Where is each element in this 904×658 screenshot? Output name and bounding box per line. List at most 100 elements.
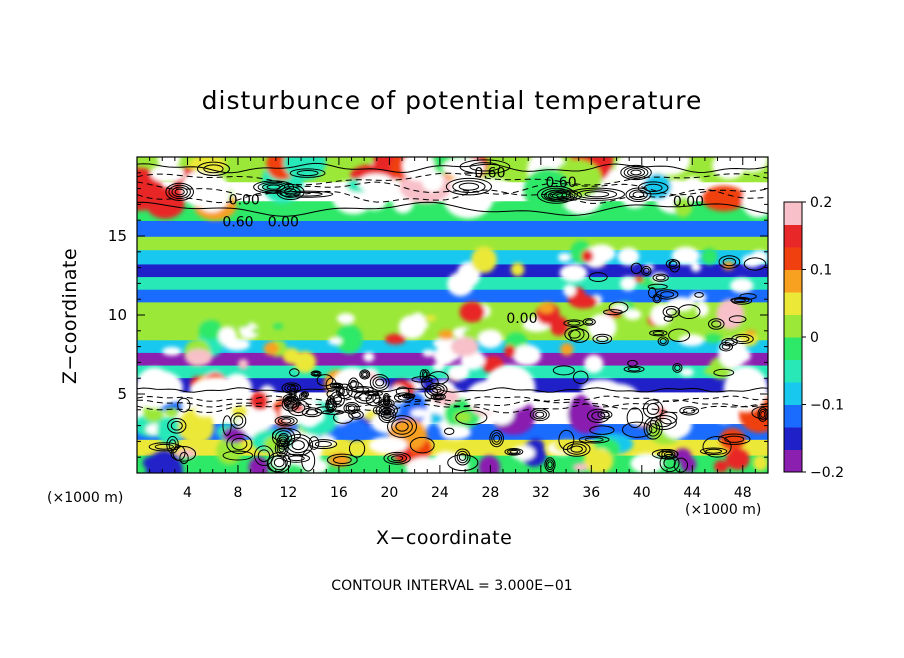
contour-loop [179, 451, 189, 465]
x-axis-label: X−coordinate [376, 527, 513, 549]
field-patch [690, 262, 702, 272]
contour-line [137, 201, 768, 217]
contour-loop [454, 448, 471, 466]
contour-loop [566, 443, 587, 455]
contour-loop [627, 366, 641, 372]
field-patch [422, 349, 436, 357]
contour-loop [652, 330, 665, 336]
contour-loop [338, 387, 344, 395]
field-patch [442, 157, 485, 178]
field-band [137, 289, 768, 303]
contour-loop [592, 333, 613, 345]
field-patch [363, 351, 375, 362]
contour-loop [731, 296, 753, 305]
colorbar-tick-label: 0 [810, 330, 819, 346]
field-patch [327, 453, 351, 467]
contour-loop [429, 384, 445, 395]
contour-loop [572, 370, 589, 385]
contour-loop [222, 450, 254, 461]
contour-loop [257, 181, 290, 193]
contour-loop [391, 418, 413, 435]
contour-loop [177, 397, 191, 413]
contour-loop [426, 382, 448, 397]
contour-loop [649, 329, 668, 337]
contour-loop [541, 187, 572, 202]
contour-loop [430, 393, 446, 401]
contour-loop [233, 415, 244, 426]
contour-loop [648, 287, 657, 299]
contour-loop [694, 291, 704, 298]
contour-line [137, 399, 768, 408]
contour-loop [567, 320, 581, 326]
contour-loop [647, 283, 668, 290]
contour-label: 0.60 [545, 175, 576, 191]
x-tick-label: 16 [330, 485, 348, 501]
contour-loop [552, 365, 575, 376]
x-tick-label: 24 [431, 485, 449, 501]
colorbar-swatch [784, 224, 802, 248]
contour-loop [289, 168, 326, 178]
field-patch [164, 407, 179, 418]
contour-loop [403, 393, 414, 399]
field-patch [478, 329, 503, 349]
colorbar-swatch [784, 449, 802, 473]
contour-loop [301, 407, 323, 418]
contour-loop [310, 370, 322, 377]
contour-loop [196, 161, 230, 176]
contour-loop [630, 169, 642, 176]
contour-loop [674, 364, 681, 372]
contour-loop [459, 159, 511, 175]
contour-loop [458, 182, 480, 191]
upper-turbulence [137, 157, 768, 221]
contour-loop [314, 440, 332, 448]
contour-interval-note: CONTOUR INTERVAL = 3.000E−01 [331, 578, 573, 594]
contour-loop [569, 328, 590, 343]
contour-loop [646, 403, 660, 415]
contour-loop [661, 450, 676, 459]
contour-loop [347, 405, 356, 412]
field-patch [440, 425, 471, 440]
field-patch [695, 302, 709, 317]
contour-loop [362, 371, 368, 377]
x-tick-label: 12 [280, 485, 298, 501]
field-patch [753, 454, 768, 471]
field-patch [232, 317, 251, 328]
contour-loop [632, 191, 645, 199]
field-patch [301, 458, 329, 473]
field-patch [701, 248, 718, 265]
contour-loop [154, 443, 174, 450]
contour-label: 0.00 [506, 311, 537, 327]
contour-loop [380, 399, 393, 407]
contour-line [137, 162, 768, 174]
contour-label: 0.60 [222, 215, 253, 231]
contour-loop [578, 435, 610, 444]
contour-loop [171, 186, 188, 198]
field-patch [702, 185, 746, 212]
contour-loop [708, 318, 725, 330]
contour-loop [545, 189, 568, 201]
contour-loop [375, 403, 398, 418]
field-patch [453, 411, 471, 423]
contour-loop [562, 441, 591, 457]
contour-loop [395, 421, 409, 432]
contour-line [137, 172, 768, 186]
contour-loop [419, 369, 428, 382]
contour-loop [662, 305, 681, 318]
field-patch [741, 185, 768, 218]
contour-loop [683, 407, 696, 414]
field-patch [471, 246, 497, 274]
field-patch [358, 173, 395, 193]
contour-loop [355, 387, 370, 393]
contour-loop [625, 187, 652, 203]
field-patch [385, 333, 406, 345]
contour-loop [387, 415, 418, 438]
field-patch [723, 366, 768, 413]
contour-loop [655, 289, 679, 300]
field-patch [248, 456, 269, 473]
x-tick-label: 4 [183, 485, 192, 501]
plot-area [137, 157, 768, 473]
contour-loop [668, 260, 678, 268]
contour-loop [558, 429, 575, 451]
contour-loop [289, 368, 300, 377]
